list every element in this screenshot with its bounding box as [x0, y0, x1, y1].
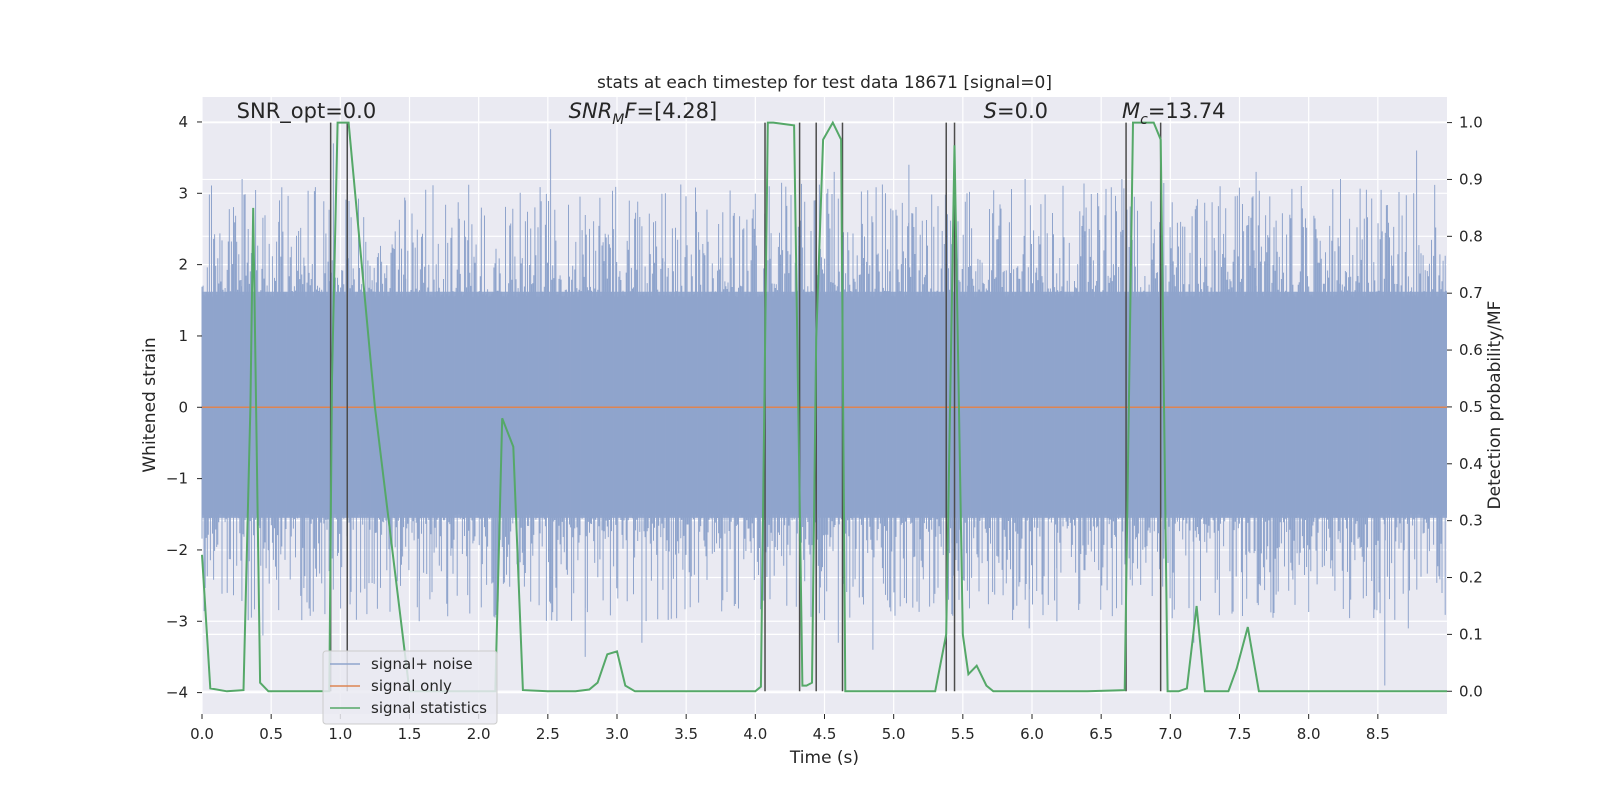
y-right-axis-ticks: 0.0 0.1 0.2 0.3 0.4 0.5 0.6 0.7 0.8 0.9 1.0: [1447, 114, 1483, 700]
x-tick-label-2: 1.0: [328, 725, 352, 743]
x-tick-label-1: 0.5: [259, 725, 283, 743]
y-left-tick-label-3: −1: [166, 470, 188, 488]
y-left-tick-label-8: 4: [178, 113, 188, 131]
x-tick-label-5: 2.5: [536, 725, 560, 743]
legend-label-signal-plus-noise: signal+ noise: [371, 655, 473, 673]
legend-label-signal-only: signal only: [371, 677, 452, 695]
x-tick-label-16: 8.0: [1297, 725, 1321, 743]
legend: signal+ noise signal only signal statist…: [322, 650, 498, 725]
y-right-axis-label: Detection probability/MF: [1485, 301, 1505, 510]
y-right-tick-label-4: 0.4: [1459, 455, 1483, 473]
x-tick-label-11: 5.5: [951, 725, 975, 743]
y-right-tick-label-5: 0.5: [1459, 398, 1483, 416]
legend-box: [322, 650, 498, 725]
y-right-tick-label-6: 0.6: [1459, 341, 1483, 359]
y-right-tick-label-1: 0.1: [1459, 625, 1483, 643]
x-tick-label-10: 5.0: [882, 725, 906, 743]
x-tick-label-6: 3.0: [605, 725, 629, 743]
annotation-mc: Mc=13.74: [1122, 99, 1226, 128]
x-tick-label-3: 1.5: [398, 725, 422, 743]
y-left-tick-label-1: −3: [166, 612, 188, 630]
annotation-snr-mf: SNRMF=[4.28]: [569, 99, 718, 128]
y-right-tick-label-3: 0.3: [1459, 512, 1483, 530]
series-signal-plus-noise: [201, 129, 1447, 686]
signal-statistics-line: [201, 120, 1447, 693]
chart-title: stats at each timestep for test data 186…: [597, 73, 1052, 93]
x-tick-label-14: 7.0: [1158, 725, 1182, 743]
x-tick-label-4: 2.0: [467, 725, 491, 743]
y-left-axis-label: Whitened strain: [140, 337, 160, 472]
y-right-tick-label-8: 0.8: [1459, 227, 1483, 245]
y-left-tick-label-5: 1: [178, 327, 188, 345]
y-left-tick-label-2: −2: [166, 541, 188, 559]
x-axis-label: Time (s): [789, 748, 859, 768]
legend-label-signal-statistics: signal statistics: [371, 699, 487, 717]
annotation-snr-opt: SNR_opt=0.0: [237, 99, 377, 124]
x-tick-label-12: 6.0: [1020, 725, 1044, 743]
y-right-tick-label-7: 0.7: [1459, 284, 1483, 302]
annotation-s-stat: S=0.0: [984, 99, 1048, 123]
x-tick-label-7: 3.5: [674, 725, 698, 743]
y-left-tick-label-4: 0: [178, 398, 188, 416]
y-right-tick-label-10: 1.0: [1459, 114, 1483, 132]
y-right-tick-label-2: 0.2: [1459, 569, 1483, 587]
x-tick-label-8: 4.0: [743, 725, 767, 743]
series-signal-statistics: [201, 120, 1447, 693]
annotations: SNR_opt=0.0 SNRMF=[4.28] S=0.0 Mc=13.74: [237, 99, 1226, 128]
y-left-tick-label-6: 2: [178, 256, 188, 274]
y-left-tick-label-7: 3: [178, 184, 188, 202]
x-tick-label-15: 7.5: [1228, 725, 1252, 743]
y-left-axis-ticks: −4 −3 −2 −1 0 1 2 3 4: [166, 113, 202, 702]
y-right-tick-label-0: 0.0: [1459, 682, 1483, 700]
x-axis-ticks: 0.0 0.5 1.0 1.5 2.0 2.5 3.0 3.5 4.0 4.5 5.0 5.5 6.0 6…: [190, 714, 1390, 743]
y-left-tick-label-0: −4: [166, 684, 188, 702]
x-tick-label-9: 4.5: [813, 725, 837, 743]
noise-trace: [201, 129, 1447, 686]
x-tick-label-0: 0.0: [190, 725, 214, 743]
y-right-tick-label-9: 0.9: [1459, 170, 1483, 188]
x-tick-label-17: 8.5: [1366, 725, 1390, 743]
x-tick-label-13: 6.5: [1089, 725, 1113, 743]
